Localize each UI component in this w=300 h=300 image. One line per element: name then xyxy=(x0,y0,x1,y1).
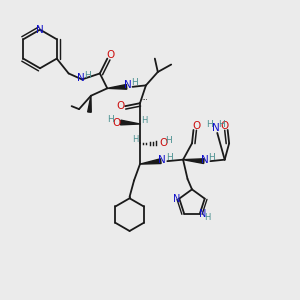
Text: N: N xyxy=(158,155,166,165)
Text: H: H xyxy=(166,153,172,162)
Text: N: N xyxy=(212,123,220,133)
Text: O: O xyxy=(106,50,114,60)
Text: N: N xyxy=(36,25,44,34)
Text: ···: ··· xyxy=(142,97,148,103)
Polygon shape xyxy=(183,159,204,164)
Text: O: O xyxy=(116,101,125,111)
Text: H: H xyxy=(204,213,211,222)
Text: N: N xyxy=(202,155,209,165)
Text: O: O xyxy=(192,122,201,131)
Text: O: O xyxy=(160,138,168,148)
Text: N: N xyxy=(199,208,206,219)
Polygon shape xyxy=(107,85,127,89)
Text: H: H xyxy=(85,71,91,80)
Text: O: O xyxy=(112,118,120,128)
Polygon shape xyxy=(121,120,140,125)
Text: H: H xyxy=(132,78,138,87)
Text: H: H xyxy=(132,135,139,144)
Polygon shape xyxy=(88,96,91,112)
Text: O: O xyxy=(220,122,229,131)
Text: H: H xyxy=(218,120,225,129)
Text: H: H xyxy=(107,115,114,124)
Text: H: H xyxy=(165,136,172,146)
Text: H: H xyxy=(208,153,215,162)
Text: H: H xyxy=(206,120,213,129)
Text: N: N xyxy=(77,73,84,83)
Text: H: H xyxy=(141,116,148,125)
Polygon shape xyxy=(140,159,161,164)
Text: N: N xyxy=(124,80,132,90)
Text: N: N xyxy=(172,194,180,204)
